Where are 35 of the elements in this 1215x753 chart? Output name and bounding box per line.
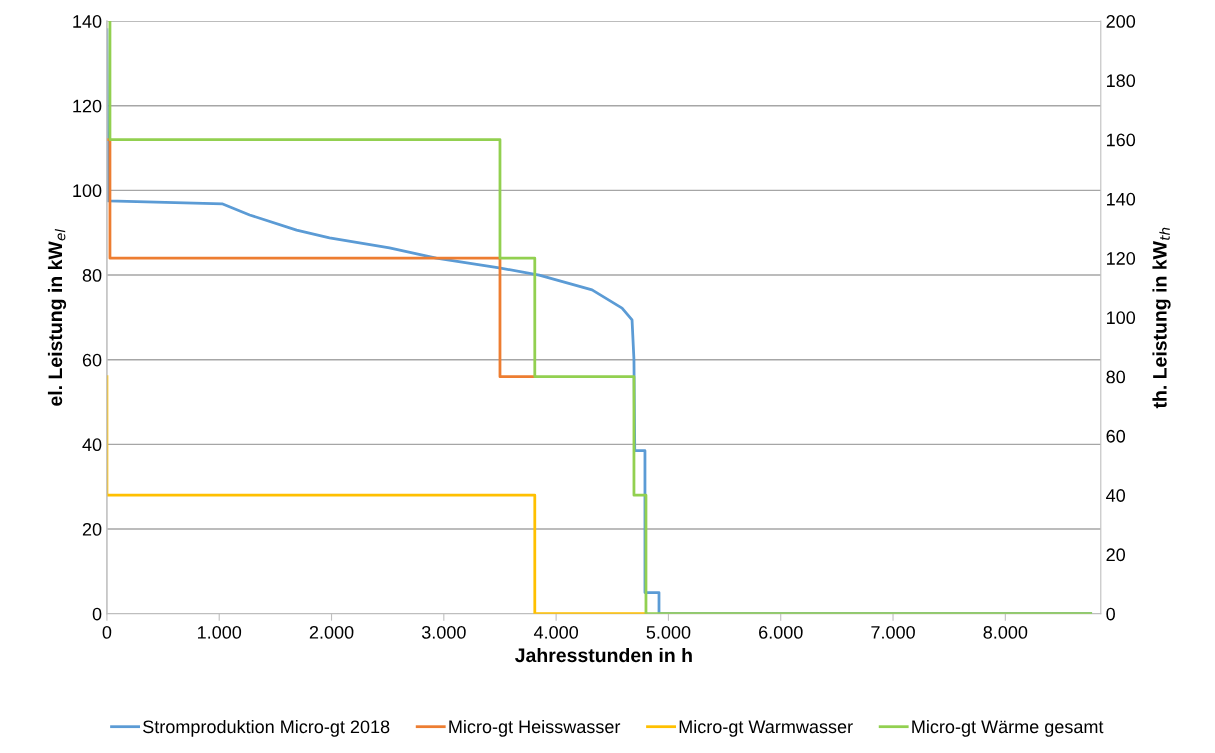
y2-tick-label: 120: [1107, 252, 1136, 265]
y-tick-label: 0: [92, 607, 102, 621]
y-axis-title: el. Leistung in kW$_{el}$: [47, 228, 67, 406]
x-tick-label: 6.000: [759, 625, 803, 639]
x-tick-label: 0: [102, 625, 112, 639]
legend-label: Micro-gt Warmwasser: [679, 719, 853, 737]
y-tick-label: 80: [82, 268, 102, 282]
y2-tick-label: 0: [1106, 607, 1115, 621]
y2-tick-label: 20: [1106, 548, 1126, 562]
y2-axis-title: th. Leistung in kW$_{th}$: [1152, 227, 1171, 409]
y-tick-label: 120: [73, 99, 102, 113]
y2-tick-label: 40: [1106, 489, 1126, 502]
y-tick-label: 20: [82, 522, 102, 536]
y2-tick-label: 160: [1107, 133, 1136, 147]
y-tick-label: 100: [73, 184, 102, 198]
y2-tick-label: 80: [1106, 370, 1126, 384]
y2-tick-label: 60: [1106, 429, 1126, 443]
x-tick-label: 8.000: [983, 625, 1028, 639]
y2-tick-label: 180: [1107, 74, 1136, 88]
legend-label: Micro-gt Wärme gesamt: [912, 719, 1104, 737]
y2-tick-label: 140: [1107, 192, 1136, 206]
x-tick-label: 7.000: [871, 625, 915, 639]
y-tick-label: 60: [82, 353, 102, 367]
legend-label: Stromproduktion Micro-gt 2018: [143, 719, 390, 737]
x-axis-title: Jahresstunden in h: [515, 647, 692, 663]
x-tick-label: 4.000: [533, 625, 579, 639]
x-tick-label: 1.000: [198, 625, 242, 639]
y2-tick-label: 200: [1106, 15, 1136, 28]
y2-tick-label: 100: [1107, 311, 1136, 325]
x-tick-label: 3.000: [421, 625, 466, 639]
x-tick-label: 5.000: [646, 625, 691, 639]
legend-label: Micro-gt Heisswasser: [449, 719, 621, 737]
y-tick-label: 40: [82, 438, 102, 452]
y-tick-label: 140: [73, 15, 102, 28]
x-tick-label: 2.000: [309, 625, 354, 639]
